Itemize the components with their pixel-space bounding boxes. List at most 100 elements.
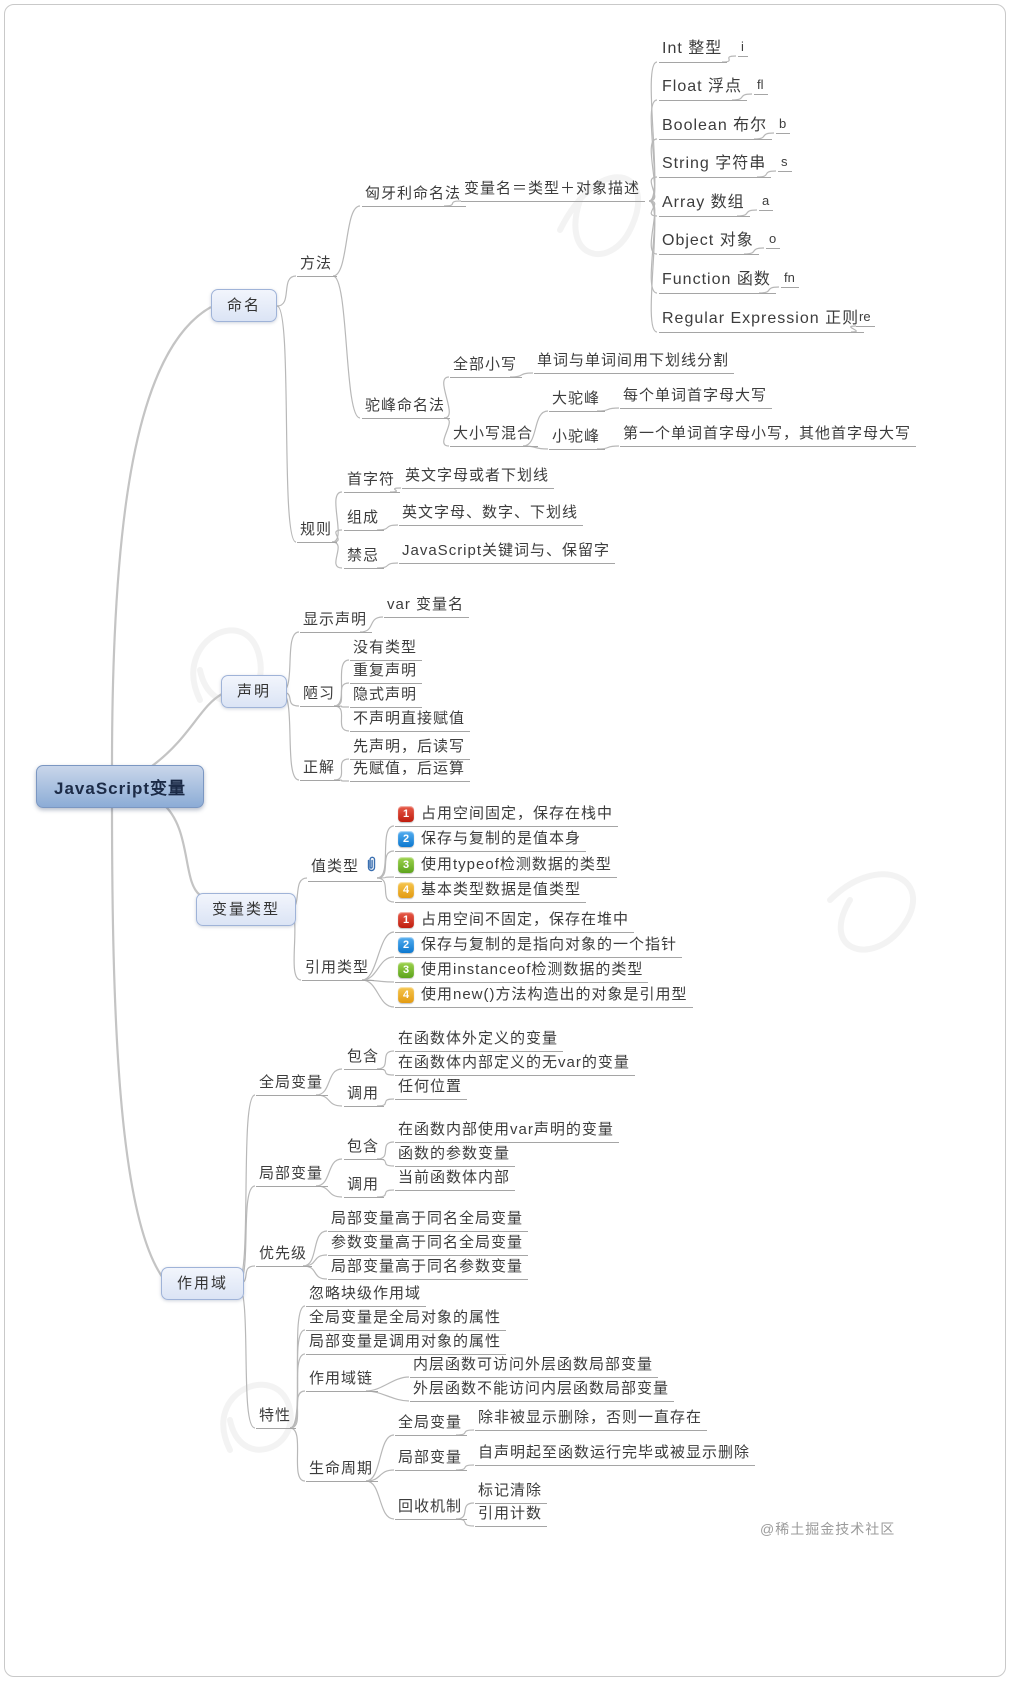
node-lifecycle[interactable]: 生命周期: [306, 1459, 379, 1482]
node-global-call-anywhere[interactable]: 任何位置: [395, 1077, 468, 1100]
node-taboo[interactable]: 禁忌: [344, 546, 385, 569]
node-global-contains-1[interactable]: 在函数体外定义的变量: [395, 1029, 564, 1052]
node-local-contains[interactable]: 包含: [344, 1137, 385, 1160]
node-scope-chain-1[interactable]: 内层函数可访问外层函数局部变量: [410, 1355, 659, 1378]
list-item-ref-3[interactable]: 3 使用instanceof检测数据的类型: [395, 960, 649, 983]
badge-2-icon: 2: [398, 937, 414, 953]
node-lifecycle-global-rule[interactable]: 除非被显示删除，否则一直存在: [475, 1408, 708, 1431]
root-topic-javascript-variables[interactable]: JavaScript变量: [36, 765, 204, 808]
node-hungarian-formula[interactable]: 变量名＝类型＋对象描述: [461, 179, 646, 202]
node-bad-habit-redeclare[interactable]: 重复声明: [350, 661, 423, 684]
node-local-variable[interactable]: 局部变量: [256, 1164, 329, 1187]
node-priority-2[interactable]: 参数变量高于同名全局变量: [328, 1233, 529, 1256]
node-type-float[interactable]: Float 浮点: [659, 76, 748, 101]
node-upper-camel-rule[interactable]: 每个单词首字母大写: [620, 386, 773, 409]
node-bad-habit-no-type[interactable]: 没有类型: [350, 638, 423, 661]
node-feature-local-property[interactable]: 局部变量是调用对象的属性: [306, 1332, 507, 1355]
badge-4-icon: 4: [398, 987, 414, 1003]
node-prefix-object[interactable]: o: [766, 231, 781, 249]
node-value-type[interactable]: 值类型: [308, 856, 383, 882]
list-item-ref-2[interactable]: 2 保存与复制的是指向对象的一个指针: [395, 935, 683, 958]
node-hungarian-naming[interactable]: 匈牙利命名法: [362, 184, 467, 207]
node-rules[interactable]: 规则: [297, 520, 338, 543]
node-lower-camel[interactable]: 小驼峰: [549, 427, 606, 450]
node-reference-type[interactable]: 引用类型: [302, 958, 375, 981]
node-upper-camel[interactable]: 大驼峰: [549, 389, 606, 412]
node-priority[interactable]: 优先级: [256, 1244, 313, 1267]
badge-2-icon: 2: [398, 831, 414, 847]
node-correct-practice[interactable]: 正解: [300, 758, 341, 781]
item-text: 使用typeof检测数据的类型: [421, 856, 612, 873]
node-correct-assign-first[interactable]: 先赋值，后运算: [350, 759, 471, 782]
item-text: 使用new()方法构造出的对象是引用型: [421, 986, 688, 1003]
node-explicit-declaration[interactable]: 显示声明: [300, 610, 373, 633]
node-gc-ref-count[interactable]: 引用计数: [475, 1504, 548, 1527]
item-text: 占用空间不固定，保存在堆中: [421, 911, 630, 928]
node-lifecycle-global[interactable]: 全局变量: [395, 1413, 468, 1436]
list-item-ref-4[interactable]: 4 使用new()方法构造出的对象是引用型: [395, 985, 693, 1008]
node-prefix-float[interactable]: fl: [754, 77, 768, 95]
node-var-syntax[interactable]: var 变量名: [384, 595, 470, 618]
node-global-contains-2[interactable]: 在函数体内部定义的无var的变量: [395, 1053, 635, 1076]
node-first-char-rule[interactable]: 英文字母或者下划线: [402, 466, 555, 489]
node-prefix-boolean[interactable]: b: [776, 116, 791, 134]
node-local-call[interactable]: 调用: [344, 1175, 385, 1198]
node-bad-habit-implicit[interactable]: 隐式声明: [350, 685, 423, 708]
node-all-lowercase[interactable]: 全部小写: [450, 355, 523, 378]
node-camel-naming[interactable]: 驼峰命名法: [362, 396, 451, 419]
node-feature-global-property[interactable]: 全局变量是全局对象的属性: [306, 1308, 507, 1331]
node-priority-3[interactable]: 局部变量高于同名参数变量: [328, 1257, 529, 1280]
node-first-char[interactable]: 首字符: [344, 470, 401, 493]
branch-naming[interactable]: 命名: [211, 289, 278, 322]
node-features[interactable]: 特性: [256, 1406, 297, 1429]
node-priority-1[interactable]: 局部变量高于同名全局变量: [328, 1209, 529, 1232]
node-scope-chain-2[interactable]: 外层函数不能访问内层函数局部变量: [410, 1379, 675, 1402]
node-local-contains-1[interactable]: 在函数内部使用var声明的变量: [395, 1120, 619, 1143]
node-local-contains-2[interactable]: 函数的参数变量: [395, 1144, 516, 1167]
node-taboo-rule[interactable]: JavaScript关键词与、保留字: [399, 541, 616, 564]
node-method[interactable]: 方法: [297, 254, 338, 277]
list-item-value-4[interactable]: 4 基本类型数据是值类型: [395, 880, 587, 903]
list-item-value-1[interactable]: 1 占用空间固定，保存在栈中: [395, 804, 619, 827]
node-prefix-int[interactable]: i: [738, 39, 748, 57]
node-type-string[interactable]: String 字符串: [659, 153, 772, 178]
badge-1-icon: 1: [398, 912, 414, 928]
node-type-object[interactable]: Object 对象: [659, 230, 759, 255]
node-prefix-regexp[interactable]: re: [856, 309, 875, 327]
node-lifecycle-local[interactable]: 局部变量: [395, 1448, 468, 1471]
node-scope-chain[interactable]: 作用域链: [306, 1369, 379, 1392]
node-prefix-function[interactable]: fn: [781, 270, 799, 288]
node-local-call-value[interactable]: 当前函数体内部: [395, 1168, 516, 1191]
node-lower-camel-rule[interactable]: 第一个单词首字母小写，其他首字母大写: [620, 424, 917, 447]
node-all-lowercase-rule[interactable]: 单词与单词间用下划线分割: [534, 351, 735, 374]
watermark-juejin: @稀土掘金技术社区: [760, 1521, 896, 1537]
node-type-boolean[interactable]: Boolean 布尔: [659, 115, 773, 140]
node-type-array[interactable]: Array 数组: [659, 192, 750, 217]
list-item-ref-1[interactable]: 1 占用空间不固定，保存在堆中: [395, 910, 635, 933]
list-item-value-2[interactable]: 2 保存与复制的是值本身: [395, 829, 587, 852]
node-correct-declare-first[interactable]: 先声明，后读写: [350, 737, 471, 760]
node-type-regexp[interactable]: Regular Expression 正则: [659, 308, 865, 333]
branch-variable-types[interactable]: 变量类型: [196, 893, 297, 926]
node-prefix-array[interactable]: a: [759, 193, 774, 211]
node-composition[interactable]: 组成: [344, 508, 385, 531]
node-type-int[interactable]: Int 整型: [659, 38, 728, 63]
node-bad-habit-assign-without-declare[interactable]: 不声明直接赋值: [350, 709, 471, 732]
node-global-variable[interactable]: 全局变量: [256, 1073, 329, 1096]
list-item-value-3[interactable]: 3 使用typeof检测数据的类型: [395, 855, 617, 878]
branch-scope[interactable]: 作用域: [161, 1267, 245, 1300]
badge-3-icon: 3: [398, 857, 414, 873]
node-bad-habits[interactable]: 陋习: [300, 684, 341, 707]
branch-declaration[interactable]: 声明: [221, 675, 288, 708]
node-composition-rule[interactable]: 英文字母、数字、下划线: [399, 503, 584, 526]
node-lifecycle-local-rule[interactable]: 自声明起至函数运行完毕或被显示删除: [475, 1443, 756, 1466]
node-global-contains[interactable]: 包含: [344, 1047, 385, 1070]
node-type-function[interactable]: Function 函数: [659, 269, 776, 294]
node-feature-block-scope[interactable]: 忽略块级作用域: [306, 1284, 427, 1307]
node-global-call[interactable]: 调用: [344, 1084, 385, 1107]
node-prefix-string[interactable]: s: [778, 154, 792, 172]
node-gc[interactable]: 回收机制: [395, 1497, 468, 1520]
node-gc-mark-sweep[interactable]: 标记清除: [475, 1481, 548, 1504]
node-mixed-case[interactable]: 大小写混合: [450, 424, 539, 447]
